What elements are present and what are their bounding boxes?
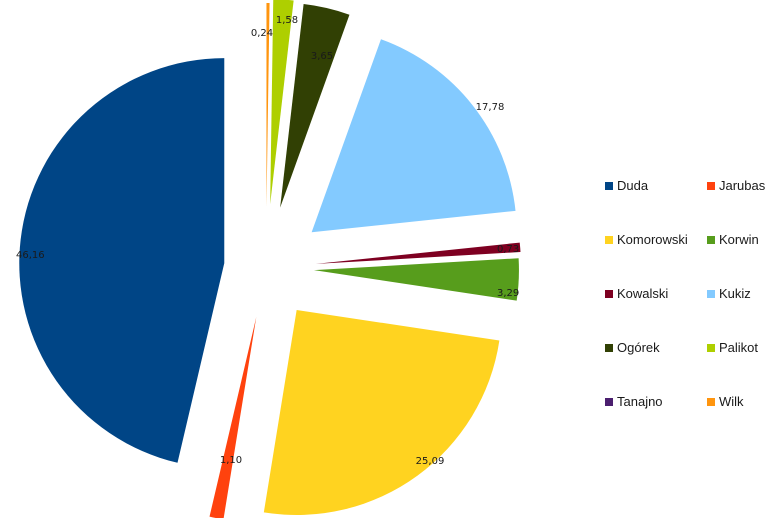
legend-item-jarubas: Jarubas (707, 178, 765, 193)
data-label-palikot: 1,58 (276, 15, 298, 26)
legend-item-wilk: Wilk (707, 394, 744, 409)
data-label-wilk: 0,24 (251, 28, 273, 39)
legend-label: Jarubas (719, 178, 765, 193)
legend-swatch (605, 344, 613, 352)
legend-label: Wilk (719, 394, 744, 409)
data-label-jarubas: 1,10 (220, 455, 242, 466)
legend-label: Kowalski (617, 286, 668, 301)
data-label-duda: 46,16 (16, 250, 45, 261)
pie-slice-kukiz (312, 39, 516, 232)
legend-item-ogórek: Ogórek (605, 340, 660, 355)
legend-item-komorowski: Komorowski (605, 232, 688, 247)
legend-swatch (707, 290, 715, 298)
pie-slice-jarubas (210, 317, 257, 518)
legend-label: Komorowski (617, 232, 688, 247)
data-label-ogórek: 3,65 (311, 51, 333, 62)
legend-item-palikot: Palikot (707, 340, 758, 355)
legend-item-duda: Duda (605, 178, 648, 193)
data-label-komorowski: 25,09 (416, 456, 445, 467)
pie-slice-korwin (314, 258, 519, 300)
data-label-kukiz: 17,78 (476, 102, 505, 113)
legend-swatch (605, 290, 613, 298)
data-label-kowalski: 0,73 (497, 244, 519, 255)
legend-label: Duda (617, 178, 648, 193)
data-label-korwin: 3,29 (497, 288, 519, 299)
pie-slice-komorowski (264, 310, 500, 515)
legend-swatch (707, 398, 715, 406)
legend-item-korwin: Korwin (707, 232, 759, 247)
legend-label: Korwin (719, 232, 759, 247)
legend-label: Kukiz (719, 286, 751, 301)
legend-label: Tanajno (617, 394, 663, 409)
legend-swatch (707, 182, 715, 190)
legend-swatch (707, 236, 715, 244)
legend-swatch (707, 344, 715, 352)
legend-swatch (605, 182, 613, 190)
pie-slice-duda (19, 58, 224, 463)
pie-slices (19, 0, 520, 518)
legend-label: Ogórek (617, 340, 660, 355)
legend-item-tanajno: Tanajno (605, 394, 663, 409)
legend-item-kukiz: Kukiz (707, 286, 751, 301)
legend-item-kowalski: Kowalski (605, 286, 668, 301)
legend-swatch (605, 236, 613, 244)
legend-swatch (605, 398, 613, 406)
legend-label: Palikot (719, 340, 758, 355)
